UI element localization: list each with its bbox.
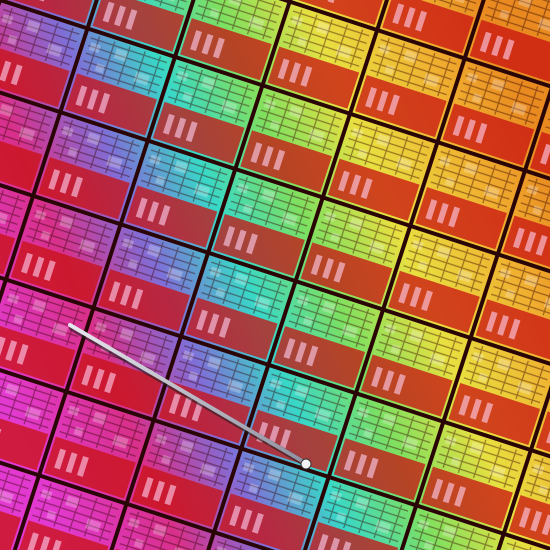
- probe-needle: [68, 323, 306, 464]
- needle-tip: [300, 458, 312, 470]
